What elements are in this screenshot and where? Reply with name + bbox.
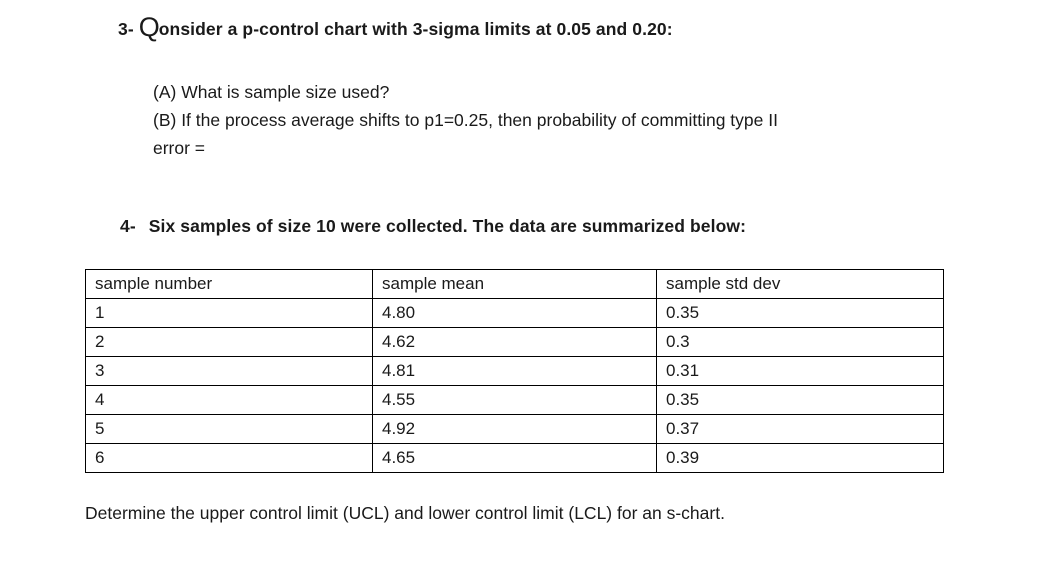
table-row: 1 4.80 0.35 xyxy=(85,298,944,328)
cell-sample-std-dev: 0.3 xyxy=(656,327,944,357)
cell-sample-std-dev: 0.35 xyxy=(656,298,944,328)
cell-sample-std-dev: 0.31 xyxy=(656,356,944,386)
cell-sample-mean: 4.55 xyxy=(372,385,657,415)
cell-sample-number: 5 xyxy=(85,414,373,444)
table-row: 5 4.92 0.37 xyxy=(85,414,944,444)
cell-sample-number: 3 xyxy=(85,356,373,386)
question3-parts: (A) What is sample size used? (B) If the… xyxy=(153,78,778,162)
question3-part-b: (B) If the process average shifts to p1=… xyxy=(153,110,778,130)
cell-sample-number: 2 xyxy=(85,327,373,357)
table-row: 2 4.62 0.3 xyxy=(85,327,944,357)
cell-sample-mean: 4.62 xyxy=(372,327,657,357)
question4-title: Six samples of size 10 were collected. T… xyxy=(148,216,747,236)
question3-part-b-continuation: error = xyxy=(153,138,206,158)
question4-number: 4- xyxy=(120,216,136,236)
column-header-sample-mean: sample mean xyxy=(372,269,657,299)
cell-sample-mean: 4.81 xyxy=(372,356,657,386)
question3-heading: 3- Qonsider a p-control chart with 3-sig… xyxy=(118,14,673,41)
cell-sample-number: 4 xyxy=(85,385,373,415)
cell-sample-mean: 4.92 xyxy=(372,414,657,444)
question4-heading: 4- Six samples of size 10 were collected.… xyxy=(120,216,746,237)
table-row: 6 4.65 0.39 xyxy=(85,443,944,473)
table-row: 4 4.55 0.35 xyxy=(85,385,944,415)
samples-table: sample number sample mean sample std dev… xyxy=(85,269,944,473)
cell-sample-mean: 4.65 xyxy=(372,443,657,473)
question3-initial-letter: Q xyxy=(138,12,160,42)
column-header-sample-std-dev: sample std dev xyxy=(656,269,944,299)
cell-sample-number: 1 xyxy=(85,298,373,328)
question3-part-a: (A) What is sample size used? xyxy=(153,82,390,102)
table-header-row: sample number sample mean sample std dev xyxy=(85,269,944,299)
cell-sample-std-dev: 0.35 xyxy=(656,385,944,415)
cell-sample-std-dev: 0.39 xyxy=(656,443,944,473)
question3-title: onsider a p-control chart with 3-sigma l… xyxy=(158,19,673,39)
column-header-sample-number: sample number xyxy=(85,269,373,299)
cell-sample-mean: 4.80 xyxy=(372,298,657,328)
question4-instruction: Determine the upper control limit (UCL) … xyxy=(85,503,725,523)
cell-sample-std-dev: 0.37 xyxy=(656,414,944,444)
table-row: 3 4.81 0.31 xyxy=(85,356,944,386)
question3-number: 3- xyxy=(118,19,134,39)
cell-sample-number: 6 xyxy=(85,443,373,473)
